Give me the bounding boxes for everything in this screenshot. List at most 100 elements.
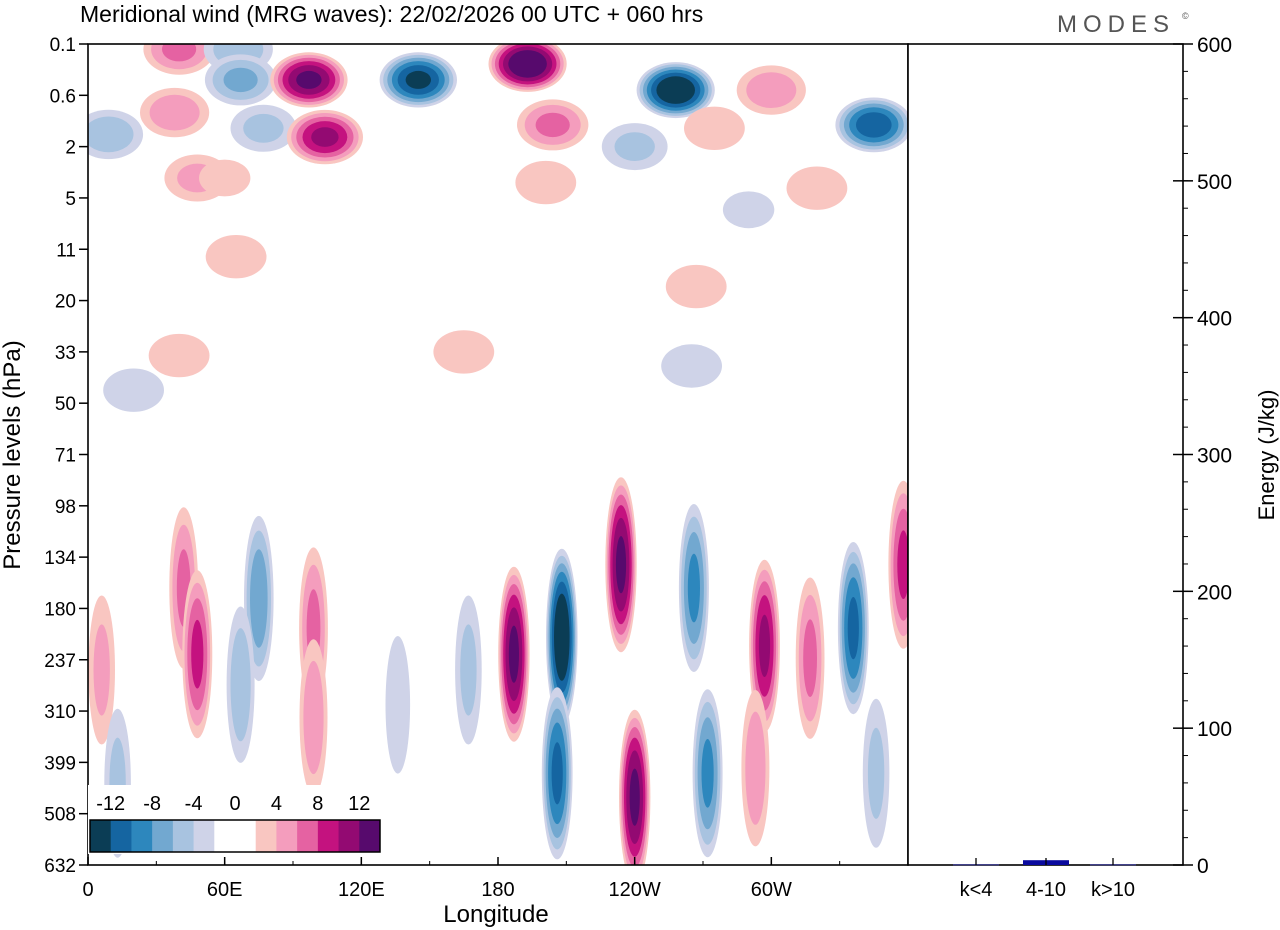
contour-level bbox=[223, 67, 258, 93]
contour-level bbox=[148, 333, 210, 378]
wind-feature bbox=[661, 344, 722, 388]
y-tick-label: 134 bbox=[44, 548, 76, 569]
energy-tick-label: 600 bbox=[1197, 34, 1232, 57]
contour-level bbox=[230, 628, 251, 742]
modes-logo: MODES © bbox=[1057, 11, 1189, 38]
wind-feature bbox=[199, 159, 251, 197]
colorbar-swatch bbox=[193, 820, 215, 852]
contour-level bbox=[701, 739, 714, 808]
contour-level bbox=[687, 553, 701, 623]
wind-feature bbox=[741, 690, 770, 847]
y-tick-label: 71 bbox=[55, 446, 76, 467]
wind-feature bbox=[736, 65, 806, 115]
wind-feature bbox=[140, 87, 210, 138]
x-axis-label: Longitude bbox=[443, 901, 548, 928]
colorbar-label: 0 bbox=[229, 793, 240, 815]
contour-level bbox=[311, 127, 339, 147]
chart-title: Meridional wind (MRG waves): 22/02/2026 … bbox=[80, 1, 703, 27]
contour-level bbox=[614, 132, 655, 162]
colorbar-label: 8 bbox=[312, 793, 323, 815]
contour-level bbox=[433, 330, 495, 374]
wind-feature bbox=[270, 52, 348, 108]
wind-feature bbox=[515, 160, 577, 205]
energy-category-label: k>10 bbox=[1091, 879, 1135, 901]
wind-feature bbox=[286, 109, 363, 165]
wind-feature bbox=[546, 548, 578, 726]
wind-feature bbox=[684, 106, 745, 150]
y-tick-label: 2 bbox=[65, 138, 76, 159]
colorbar-swatch bbox=[172, 820, 195, 852]
energy-tick-label: 300 bbox=[1197, 445, 1232, 468]
y-tick-label: 11 bbox=[56, 240, 76, 261]
energy-axis-label: Energy (J/kg) bbox=[1254, 390, 1279, 521]
wind-feature bbox=[379, 52, 457, 108]
colorbar-swatch bbox=[276, 820, 298, 852]
contour-level bbox=[103, 368, 164, 412]
wind-feature bbox=[226, 606, 255, 763]
y-tick-label: 310 bbox=[44, 702, 76, 723]
contour-level bbox=[551, 742, 563, 805]
colorbar-swatch bbox=[90, 820, 112, 852]
wind-feature bbox=[488, 44, 567, 92]
colorbar-swatch bbox=[235, 820, 257, 852]
contour-level bbox=[205, 235, 267, 279]
wind-feature bbox=[862, 698, 890, 848]
x-tick-label: 120W bbox=[609, 879, 661, 901]
colorbar-label: -12 bbox=[96, 793, 125, 815]
wind-feature bbox=[299, 639, 328, 796]
contour-level bbox=[665, 264, 727, 309]
y-tick-label: 50 bbox=[55, 394, 76, 415]
wind-feature bbox=[636, 62, 715, 119]
pressure-axis: 0.1 0.6 2 5 11 20 33 50 71 98 134 180 237 310 399 508 63… bbox=[44, 35, 88, 877]
energy-axis: 0 100 200 300 400 500 600 bbox=[1173, 34, 1232, 878]
wind-feature bbox=[795, 577, 825, 739]
contour-level bbox=[296, 70, 322, 89]
modes-logo-text: MODES bbox=[1057, 11, 1175, 38]
contour-level bbox=[803, 619, 817, 697]
wind-feature bbox=[517, 99, 589, 151]
contour-level bbox=[629, 768, 640, 826]
colorbar-swatch bbox=[338, 820, 360, 852]
energy-tick-label: 0 bbox=[1197, 855, 1209, 878]
y-tick-label: 0.1 bbox=[50, 35, 76, 56]
contour-level bbox=[722, 191, 775, 229]
contour-level bbox=[405, 70, 431, 89]
colorbar-swatch bbox=[317, 820, 340, 852]
y-tick-label: 180 bbox=[44, 599, 76, 620]
wind-feature bbox=[605, 477, 637, 653]
contour-level bbox=[897, 530, 908, 599]
contour-level bbox=[745, 711, 766, 825]
energy-bars: k<4 4-10 k>10 bbox=[953, 858, 1136, 901]
wind-feature bbox=[692, 689, 723, 858]
colorbar-label: -4 bbox=[185, 793, 203, 815]
y-axis-label: Pressure levels (hPa) bbox=[0, 340, 26, 569]
wind-feature bbox=[619, 709, 651, 865]
wind-feature bbox=[665, 264, 727, 309]
wind-feature bbox=[103, 368, 164, 412]
y-tick-label: 5 bbox=[65, 189, 76, 210]
contour-level bbox=[847, 597, 859, 660]
contour-level bbox=[199, 159, 251, 197]
contour-level bbox=[385, 636, 411, 774]
wind-feature bbox=[835, 97, 908, 153]
wind-heatmap bbox=[88, 44, 908, 865]
energy-tick-label: 500 bbox=[1197, 171, 1232, 194]
wind-feature bbox=[455, 595, 482, 745]
contour-level bbox=[856, 112, 892, 138]
wind-feature bbox=[88, 109, 144, 160]
energy-category-label: 4-10 bbox=[1026, 879, 1066, 901]
wind-feature bbox=[678, 504, 709, 672]
wind-feature bbox=[88, 595, 115, 745]
x-tick-label: 180 bbox=[481, 879, 514, 901]
contour-level bbox=[508, 50, 547, 78]
contour-level bbox=[758, 614, 771, 678]
wind-feature bbox=[498, 566, 530, 742]
wind-feature bbox=[433, 330, 495, 374]
wind-feature bbox=[749, 559, 780, 733]
y-tick-label: 399 bbox=[44, 753, 76, 774]
contour-level bbox=[243, 113, 284, 143]
energy-tick-label: 100 bbox=[1197, 718, 1232, 741]
y-tick-label: 508 bbox=[44, 805, 76, 826]
contour-level bbox=[554, 593, 570, 681]
y-tick-label: 20 bbox=[55, 292, 76, 313]
